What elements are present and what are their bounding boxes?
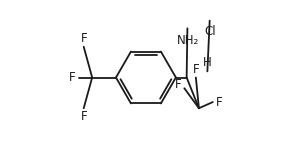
Text: F: F xyxy=(80,32,87,45)
Text: F: F xyxy=(80,110,87,123)
Text: F: F xyxy=(193,63,199,75)
Text: F: F xyxy=(216,96,223,109)
Text: H: H xyxy=(203,56,212,69)
Text: NH₂: NH₂ xyxy=(177,34,199,47)
Text: Cl: Cl xyxy=(205,25,216,38)
Text: F: F xyxy=(69,71,75,84)
Text: F: F xyxy=(175,78,181,91)
